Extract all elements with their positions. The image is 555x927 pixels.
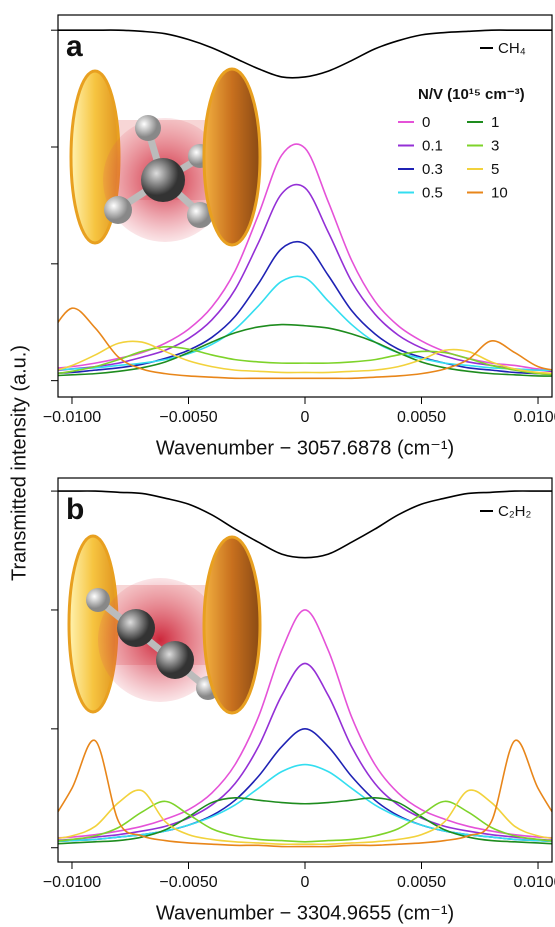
x-tick-label: 0	[301, 409, 310, 426]
panel-label: b	[66, 493, 84, 526]
x-tick-label: 0.0050	[397, 874, 446, 891]
legend-label: 5	[491, 161, 499, 178]
series-line	[58, 796, 552, 845]
series-line	[58, 275, 552, 372]
illustration-ch4	[69, 67, 262, 247]
series-line	[58, 739, 552, 848]
x-tick-label: −0.0100	[43, 409, 101, 426]
series-line	[58, 728, 552, 843]
y-axis-label: Transmitted intensity (a.u.)	[8, 345, 30, 581]
x-tick-label: 0	[301, 874, 310, 891]
legend-label: 1	[491, 114, 499, 131]
x-tick-label: −0.0050	[159, 409, 217, 426]
illustration-c2h2	[67, 534, 262, 715]
legend-label: 3	[491, 137, 499, 154]
series-line	[58, 345, 552, 376]
legend-label: 0	[422, 114, 430, 131]
legend-title: N/V (10¹⁵ cm⁻³)	[418, 86, 525, 103]
legend-label: 10	[491, 184, 508, 201]
series-line	[58, 183, 552, 373]
plot-area	[58, 29, 552, 380]
series-line	[58, 800, 552, 843]
panel-label: a	[66, 30, 83, 63]
x-tick-label: 0.0100	[514, 409, 555, 426]
series-line	[58, 490, 552, 559]
series-line	[58, 323, 552, 377]
series-line	[58, 763, 552, 843]
plot-area	[58, 490, 552, 848]
legend-label: 0.1	[422, 137, 443, 154]
x-tick-label: 0.0050	[397, 409, 446, 426]
series-line	[58, 29, 552, 79]
series-line	[58, 307, 552, 380]
legend-label: 0.3	[422, 161, 443, 178]
legend-label: 0.5	[422, 184, 443, 201]
series-line	[58, 609, 552, 839]
x-axis-label: Wavenumber − 3057.6878 (cm⁻¹)	[156, 437, 454, 459]
legend-label: CH₄	[498, 40, 526, 57]
x-tick-label: 0.0100	[514, 874, 555, 891]
legend-label: C₂H₂	[498, 503, 531, 520]
series-line	[58, 240, 552, 376]
series-line	[58, 662, 552, 841]
x-tick-label: −0.0100	[43, 874, 101, 891]
series-line	[58, 789, 552, 846]
x-tick-label: −0.0050	[159, 874, 217, 891]
x-axis-label: Wavenumber − 3304.9655 (cm⁻¹)	[156, 902, 454, 924]
